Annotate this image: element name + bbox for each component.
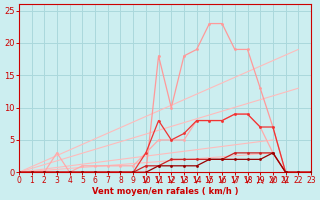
X-axis label: Vent moyen/en rafales ( km/h ): Vent moyen/en rafales ( km/h ) <box>92 187 238 196</box>
